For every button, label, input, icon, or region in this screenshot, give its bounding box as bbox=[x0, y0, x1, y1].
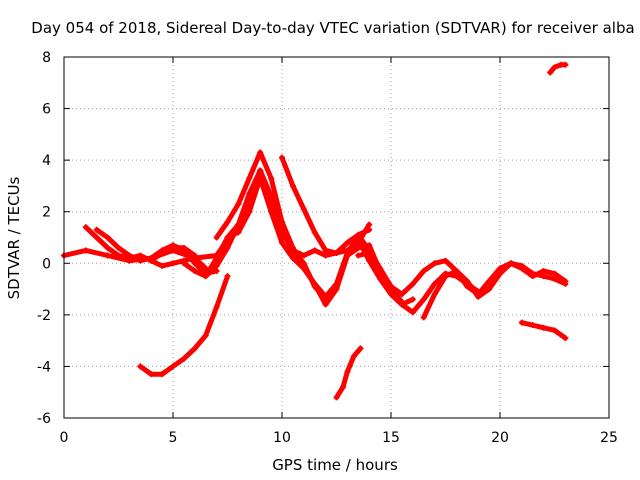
series-track-10 bbox=[421, 260, 569, 320]
series-track-8 bbox=[279, 155, 372, 256]
x-tick-label: 0 bbox=[60, 430, 69, 446]
x-tick-label: 25 bbox=[600, 430, 618, 446]
x-tick-label: 20 bbox=[491, 430, 509, 446]
series-track-15 bbox=[547, 62, 568, 76]
plot-frame bbox=[64, 57, 609, 418]
series-track-6 bbox=[214, 149, 482, 315]
tick-marks bbox=[64, 57, 609, 418]
grid bbox=[64, 57, 609, 418]
y-tick-label: 0 bbox=[42, 256, 51, 272]
x-tick-label: 15 bbox=[382, 430, 400, 446]
series-track-13 bbox=[334, 345, 364, 400]
x-axis-label: GPS time / hours bbox=[272, 456, 398, 474]
y-tick-label: -4 bbox=[37, 359, 51, 375]
chart: Day 054 of 2018, Sidereal Day-to-day VTE… bbox=[0, 0, 640, 480]
y-axis-label: SDTVAR / TECUs bbox=[5, 176, 23, 299]
series-track-11 bbox=[137, 273, 230, 377]
y-tick-label: 4 bbox=[42, 153, 51, 169]
series-trace bbox=[550, 65, 565, 73]
y-tick-label: 8 bbox=[42, 50, 51, 66]
series-track-5 bbox=[181, 175, 405, 307]
series-trace bbox=[184, 178, 402, 304]
x-tick-label: 10 bbox=[273, 430, 291, 446]
x-tick-label: 5 bbox=[169, 430, 178, 446]
tick-labels: 0 5 10 15 20 25 -6 -4 -2 0 2 4 6 8 bbox=[37, 50, 618, 446]
series-track-14 bbox=[519, 320, 569, 341]
chart-title: Day 054 of 2018, Sidereal Day-to-day VTE… bbox=[31, 19, 634, 37]
y-tick-label: -2 bbox=[37, 308, 51, 324]
y-tick-label: -6 bbox=[37, 411, 51, 427]
y-tick-label: 2 bbox=[42, 205, 51, 221]
y-tick-label: 6 bbox=[42, 102, 51, 118]
plot-area bbox=[61, 62, 568, 401]
